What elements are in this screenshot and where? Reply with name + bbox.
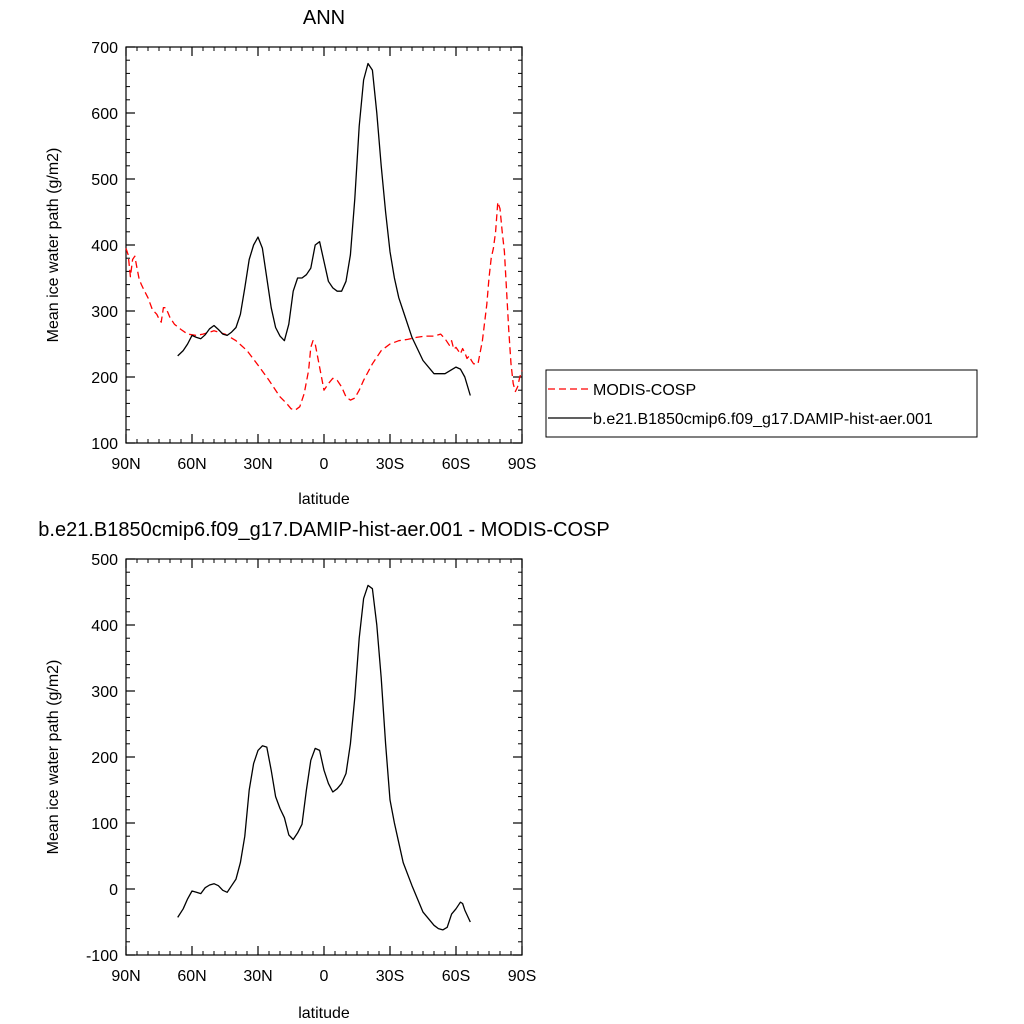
x-tick-label: 90S [508, 456, 536, 473]
y-tick-label: 500 [91, 172, 118, 189]
chart-title: b.e21.B1850cmip6.f09_g17.DAMIP-hist-aer.… [38, 519, 609, 541]
x-axis-label: latitude [298, 491, 350, 508]
y-tick-label: 200 [91, 370, 118, 387]
y-tick-label: 300 [91, 304, 118, 321]
x-tick-label: 30N [243, 456, 272, 473]
series-line-modis-cosp [125, 201, 523, 411]
x-tick-label: 90N [111, 456, 140, 473]
series-line-damip-hist-aer [177, 62, 471, 396]
y-tick-label: 200 [91, 750, 118, 767]
series-line-difference [177, 584, 471, 931]
top-panel-ann: ANN 90N 60N 30N 0 30S 60S 90S 100 200 300 400 500 600… [45, 7, 978, 508]
x-tick-label: 60S [442, 968, 470, 985]
legend-box [545, 369, 978, 438]
y-axis-label: Mean ice water path (g/m2) [45, 148, 62, 343]
chart-title: ANN [303, 7, 345, 29]
legend: MODIS-COSP b.e21.B1850cmip6.f09_g17.DAMIP… [545, 369, 978, 438]
y-tick-label: 700 [91, 40, 118, 57]
x-tick-label: 30N [243, 968, 272, 985]
y-tick-label: 500 [91, 552, 118, 569]
legend-label: b.e21.B1850cmip6.f09_g17.DAMIP-hist-aer.… [593, 411, 933, 428]
x-tick-label: 60N [177, 456, 206, 473]
x-tick-label: 30S [376, 968, 404, 985]
x-tick-label: 90S [508, 968, 536, 985]
y-axis-label: Mean ice water path (g/m2) [45, 660, 62, 855]
x-axis-label: latitude [298, 1005, 350, 1022]
x-tick-label: 60N [177, 968, 206, 985]
y-tick-label: 600 [91, 106, 118, 123]
y-tick-label: 400 [91, 238, 118, 255]
plot-frame [125, 558, 523, 956]
x-tick-label: 60S [442, 456, 470, 473]
y-tick-label: 100 [91, 816, 118, 833]
x-tick-label: 0 [320, 968, 329, 985]
x-tick-label: 30S [376, 456, 404, 473]
x-tick-label: 0 [320, 456, 329, 473]
y-tick-label: 100 [91, 436, 118, 453]
bottom-panel-difference: b.e21.B1850cmip6.f09_g17.DAMIP-hist-aer.… [38, 519, 609, 1022]
y-tick-label: 300 [91, 684, 118, 701]
legend-label: MODIS-COSP [593, 382, 696, 399]
y-tick-label: 400 [91, 618, 118, 635]
y-tick-label: -100 [86, 948, 118, 965]
y-tick-label: 0 [109, 882, 118, 899]
plot-frame [125, 46, 523, 444]
x-tick-label: 90N [111, 968, 140, 985]
